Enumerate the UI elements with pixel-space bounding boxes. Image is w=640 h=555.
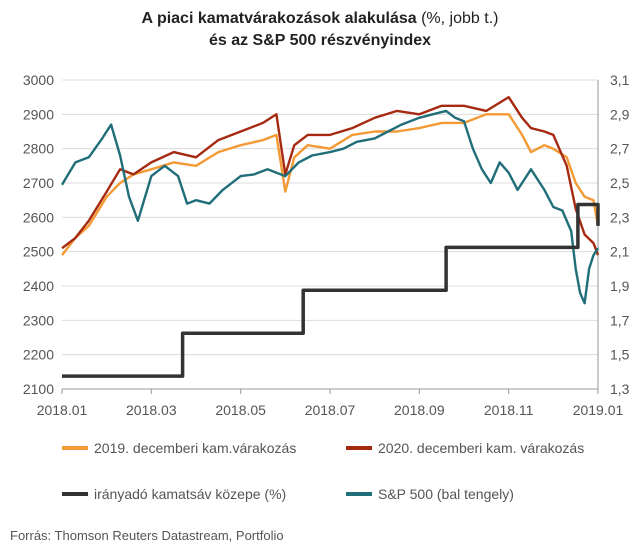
y-right-tick-label: 2,7	[610, 141, 630, 157]
y-right-tick-label: 2,5	[610, 175, 630, 191]
x-tick-label: 2018.09	[394, 402, 445, 418]
x-tick-label: 2018.11	[484, 402, 534, 418]
y-right-tick-label: 1,3	[610, 381, 630, 397]
y-right-tick-label: 1,5	[610, 347, 630, 363]
chart-title-main: A piaci kamatvárakozások alakulása	[141, 10, 417, 27]
chart-title-unit: (%, jobb t.)	[416, 10, 499, 27]
legend-item-2020: 2020. decemberi kam. várakozás	[346, 440, 584, 456]
source-note: Forrás: Thomson Reuters Datastream, Port…	[10, 528, 284, 543]
legend-swatch-sp500	[346, 492, 372, 496]
y-right-tick-label: 2,1	[610, 244, 630, 260]
legend-item-sp500: S&P 500 (bal tengely)	[346, 486, 514, 502]
y-left-tick-label: 2100	[23, 381, 54, 397]
y-left-tick-label: 3000	[23, 72, 54, 88]
y-right-tick-label: 2,3	[610, 209, 630, 225]
y-axis-right: 1,3 1,5 1,7 1,9 2,1 2,3 2,5 2,7 2,9 3,1	[610, 72, 630, 397]
chart-title-line1: A piaci kamatvárakozások alakulása (%, j…	[0, 8, 640, 30]
legend-swatch-2019	[62, 446, 88, 450]
legend-swatch-2020	[346, 446, 372, 450]
series-lines	[60, 95, 600, 378]
x-tick-label: 2018.03	[126, 402, 177, 418]
y-right-tick-label: 3,1	[610, 72, 630, 88]
chart-title-line2: és az S&P 500 részvényindex	[208, 32, 432, 49]
legend-label-policy-rate: irányadó kamatsáv közepe (%)	[94, 486, 287, 502]
y-left-tick-label: 2300	[23, 312, 54, 328]
series-line-1	[61, 95, 600, 256]
legend-label-2020: 2020. decemberi kam. várakozás	[378, 440, 585, 456]
legend-label-sp500: S&P 500 (bal tengely)	[378, 486, 514, 502]
series-line-2	[62, 202, 600, 378]
y-right-tick-label: 1,9	[610, 278, 630, 294]
x-tick-label: 2019.01	[573, 402, 624, 418]
y-left-tick-label: 2600	[23, 209, 54, 225]
y-left-tick-label: 2700	[23, 175, 54, 191]
y-left-tick-label: 2800	[23, 141, 54, 157]
legend-swatch-policy-rate	[62, 492, 88, 496]
legend-item-2019: 2019. decemberi kam.várakozás	[62, 440, 296, 456]
legend-label-2019: 2019. decemberi kam.várakozás	[94, 440, 297, 456]
y-left-tick-label: 2400	[23, 278, 54, 294]
series-line-3	[60, 109, 600, 305]
y-right-tick-label: 1,7	[610, 312, 630, 328]
y-right-tick-label: 2,9	[610, 106, 630, 122]
y-left-tick-label: 2200	[23, 347, 54, 363]
x-tick-label: 2018.01	[37, 402, 88, 418]
x-tick-label: 2018.05	[215, 402, 266, 418]
series-line-0	[61, 113, 600, 256]
line-chart: 2100 2200 2300 2400 2500 2600 2700 2800 2900 3000…	[23, 72, 630, 418]
x-tick-label: 2018.07	[305, 402, 356, 418]
y-axis-left: 2100 2200 2300 2400 2500 2600 2700 2800 2900 3000	[23, 72, 54, 397]
x-axis: 2018.01 2018.03 2018.05 2018.07 2018.09 2018.…	[37, 389, 624, 418]
y-left-tick-label: 2900	[23, 106, 54, 122]
legend-item-policy-rate: irányadó kamatsáv közepe (%)	[62, 486, 286, 502]
y-left-tick-label: 2500	[23, 244, 54, 260]
